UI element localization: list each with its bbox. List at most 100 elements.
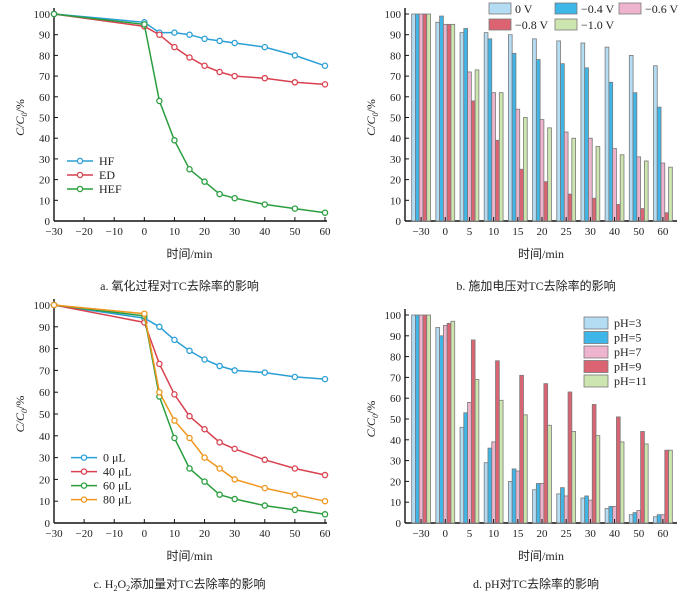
bar-pH=3: [532, 489, 537, 524]
data-point: [216, 37, 223, 45]
bar-pH=11: [498, 399, 504, 524]
bar--0.4 V: [656, 106, 662, 222]
bar-pH=11: [523, 414, 528, 524]
data-point: [216, 439, 223, 446]
y-tick-label: 0: [396, 518, 402, 530]
bar--0.6 V: [563, 131, 569, 222]
data-point: [171, 336, 178, 344]
bar--0.4 V: [608, 81, 614, 222]
y-tick-label: 50: [390, 414, 402, 426]
y-tick-label: 90: [390, 331, 402, 343]
x-tick-label: 0: [443, 528, 449, 540]
x-tick-label: 5: [467, 226, 473, 238]
y-tick-label: 80: [39, 50, 51, 62]
bar-pH=3: [628, 514, 634, 524]
bar-pH=5: [608, 505, 614, 524]
x-tick-label: 10: [169, 226, 181, 238]
y-tick-label: 60: [39, 387, 51, 399]
y-tick-label: 70: [390, 372, 402, 384]
bar--0.4 V: [439, 15, 444, 222]
bar-pH=5: [560, 487, 565, 524]
data-point: [231, 72, 238, 80]
data-point: [261, 484, 269, 492]
data-point: [321, 81, 329, 88]
data-point: [171, 434, 178, 442]
bar-pH=11: [668, 449, 673, 524]
bar-pH=3: [435, 327, 441, 524]
x-axis-label: 时间/min: [166, 549, 212, 563]
bar--0.4 V: [560, 63, 565, 222]
y-tick-label: 100: [385, 9, 402, 21]
bar--1.0 V: [450, 23, 456, 222]
bar--0.8 V: [567, 193, 573, 222]
chart-caption: b. 施加电压对TC去除率的影响: [456, 278, 615, 293]
data-point: [231, 367, 238, 374]
x-tick-label: 50: [289, 528, 301, 540]
bar-pH=11: [571, 431, 577, 524]
bar-pH=5: [535, 483, 541, 524]
data-point: [156, 388, 163, 396]
y-tick-label: 0: [45, 518, 51, 530]
data-point: [201, 356, 208, 363]
legend-label: pH=9: [614, 360, 641, 374]
data-point: [186, 31, 193, 38]
legend-label: pH=5: [614, 331, 641, 345]
x-tick-label: 50: [633, 528, 645, 540]
bar--0.6 V: [467, 71, 472, 222]
y-tick-label: 90: [39, 322, 51, 334]
data-point: [171, 29, 178, 36]
data-point: [201, 426, 208, 433]
y-tick-label: 50: [39, 113, 51, 125]
x-axis-label: 时间/min: [166, 247, 212, 261]
data-point: [321, 375, 329, 383]
bar-pH=5: [656, 514, 662, 524]
x-tick-label: −10: [106, 226, 124, 238]
legend-label: pH=7: [614, 345, 641, 359]
data-point: [156, 31, 163, 38]
y-tick-label: 30: [390, 154, 402, 166]
legend-swatch: [554, 18, 578, 31]
y-tick-label: 20: [39, 474, 51, 486]
chart-a: 0 10 20 30 40 50 60 70 80 90 100 C/C0/% −30 −20 −10 0 10…: [13, 8, 331, 293]
x-tick-label: −30: [412, 528, 430, 540]
y-tick-label: 80: [390, 50, 402, 62]
x-tick-label: 20: [537, 226, 549, 238]
data-point: [261, 369, 269, 376]
x-tick-label: 20: [537, 528, 549, 540]
data-point: [201, 478, 208, 485]
y-tick-label: 80: [39, 344, 51, 356]
y-tick-label: 0: [396, 216, 402, 228]
data-point: [156, 323, 163, 331]
series-line-HEF: [53, 13, 326, 214]
bar--0.6 V: [612, 148, 617, 222]
data-point: [261, 74, 269, 82]
legend-swatch: [583, 345, 609, 359]
legend-label: HEF: [99, 182, 122, 196]
series-line-0 μL: [53, 304, 326, 380]
x-tick-label: 20: [199, 226, 211, 238]
y-tick-label: 10: [390, 497, 402, 509]
bar--0.4 V: [487, 38, 493, 222]
y-tick-label: 70: [390, 71, 402, 83]
bar--0.8 V: [495, 139, 500, 222]
bar--1.0 V: [595, 146, 601, 222]
data-point: [291, 79, 299, 86]
bar--0.8 V: [446, 23, 452, 222]
legend-label: ED: [99, 168, 115, 182]
legend-swatch: [583, 360, 609, 373]
bar-pH=5: [632, 512, 638, 524]
series-line-ED: [53, 13, 326, 86]
x-tick-label: 15: [512, 226, 524, 238]
data-point: [321, 209, 329, 216]
y-tick-label: 80: [390, 352, 402, 364]
bar--1.0 V: [523, 117, 528, 222]
bar-0 V: [411, 13, 416, 222]
y-axis-label: C/C0/%: [364, 99, 380, 136]
legend-label: 80 μL: [103, 493, 132, 507]
data-point: [156, 360, 163, 368]
bar-pH=11: [450, 320, 456, 524]
x-tick-label: −10: [106, 528, 124, 540]
bar-pH=9: [591, 404, 597, 524]
chart-caption: c. H2O2添加量对TC去除率的影响: [93, 576, 265, 593]
data-point: [171, 391, 178, 398]
